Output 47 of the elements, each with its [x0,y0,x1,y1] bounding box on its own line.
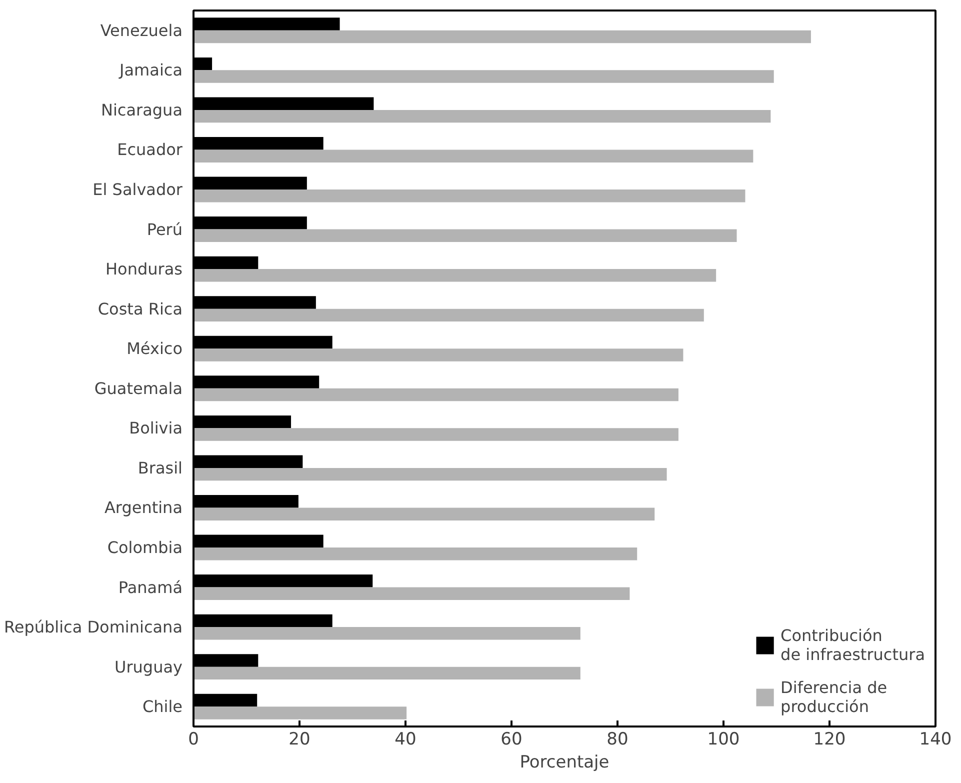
y-tick-label: Panamá [118,578,183,597]
bar [194,468,667,481]
y-tick-label: Jamaica [118,60,183,80]
x-axis-title: Porcentaje [520,752,610,772]
y-tick-label: Argentina [104,498,182,518]
y-tick-label: Uruguay [114,657,182,676]
y-tick-label: Guatemala [94,378,183,398]
y-tick-label: Perú [146,220,182,239]
bar [194,666,580,680]
x-tick-label: 100 [707,730,740,750]
bar [194,308,704,322]
bar [194,269,716,282]
bar [194,150,754,162]
bar [194,548,638,560]
x-tick-label: 0 [188,730,199,750]
bar [194,627,580,640]
x-tick-label: 120 [813,730,846,750]
y-tick-label: México [126,339,183,358]
x-tick-label: 140 [919,730,952,750]
bar [194,706,407,720]
y-tick-label: Bolivia [129,418,182,438]
y-tick-label: República Dominicana [4,618,182,637]
y-tick-label: Honduras [106,260,183,279]
x-tick-label: 20 [288,730,310,750]
x-tick-label: 80 [606,730,628,750]
bar [194,388,678,402]
bar [194,70,774,83]
bar [194,348,684,362]
bar [194,229,737,242]
bar [194,190,746,202]
legend-label: Diferencia de producción [780,678,888,716]
y-tick-label: Colombia [107,538,182,557]
y-tick-label: Ecuador [117,140,183,160]
bar [194,587,630,600]
bar [194,110,771,123]
bar [194,428,678,441]
y-tick-label: Nicaragua [101,100,182,120]
x-tick-label: 40 [394,730,416,750]
bar [194,508,655,520]
y-tick-label: El Salvador [92,180,183,199]
bar [194,30,811,44]
y-tick-label: Venezuela [100,20,183,40]
y-tick-label: Brasil [138,458,183,478]
legend-label: Contribución de infraestructura [780,626,925,664]
y-tick-label: Chile [142,697,182,716]
y-tick-label: Costa Rica [98,299,182,318]
x-tick-label: 60 [500,730,522,750]
